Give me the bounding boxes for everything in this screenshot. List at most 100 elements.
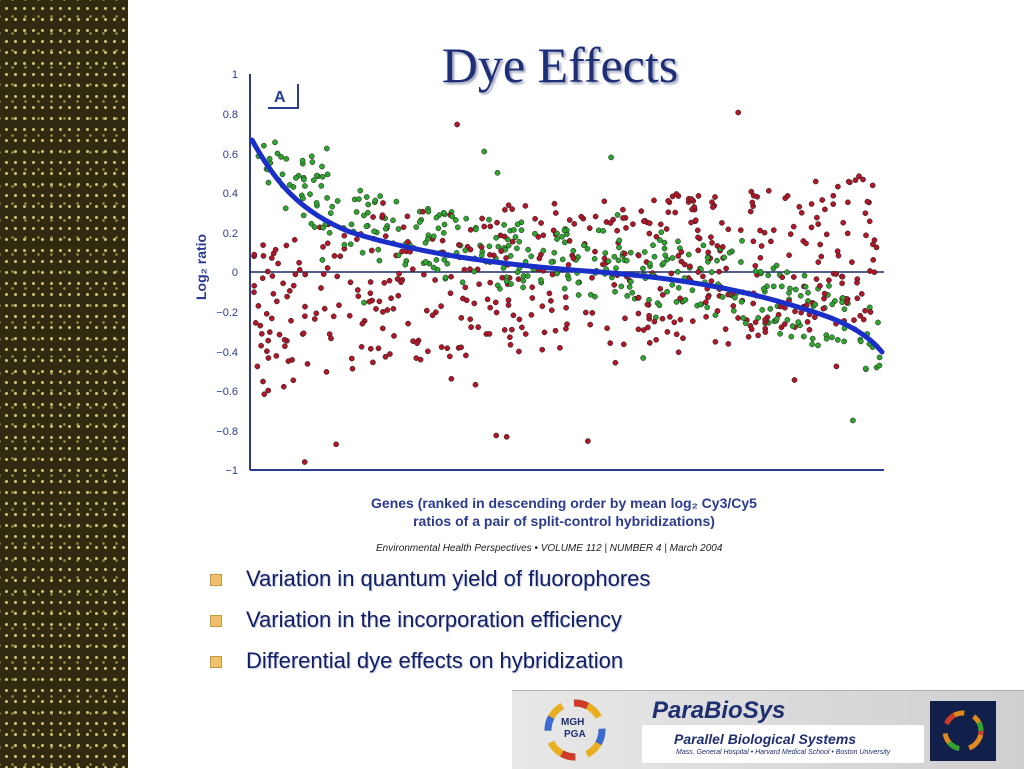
scatter-point-red xyxy=(750,238,757,245)
scatter-point-green xyxy=(425,208,432,215)
scatter-point-green xyxy=(674,268,681,275)
scatter-point-red xyxy=(348,355,355,362)
scatter-point-green xyxy=(341,241,348,248)
scatter-point-red xyxy=(778,324,785,331)
scatter-point-red xyxy=(871,237,878,243)
scatter-point-red xyxy=(611,282,618,288)
scatter-point-green xyxy=(416,219,423,225)
scatter-point-red xyxy=(748,188,755,195)
scatter-point-green xyxy=(866,304,873,311)
scatter-point-green xyxy=(452,217,459,223)
scatter-point-red xyxy=(748,326,755,333)
scatter-point-green xyxy=(759,307,766,313)
scatter-point-red xyxy=(866,218,873,225)
parabiosys-banner: MGH PGA ParaBioSys Parallel Biological S… xyxy=(512,690,1024,769)
scatter-point-red xyxy=(320,271,327,277)
scatter-point-red xyxy=(463,297,470,304)
scatter-point-red xyxy=(432,277,438,283)
scatter-point-green xyxy=(787,285,793,292)
scatter-point-red xyxy=(265,355,272,361)
scatter-point-green xyxy=(565,275,572,282)
scatter-point-red xyxy=(675,253,682,259)
scatter-point-green xyxy=(640,355,647,361)
scatter-point-red xyxy=(854,295,861,302)
scatter-point-green xyxy=(540,247,547,254)
scatter-point-red xyxy=(833,271,840,277)
scatter-point-green xyxy=(311,224,318,230)
scatter-point-red xyxy=(260,378,266,385)
scatter-point-green xyxy=(839,299,845,306)
bullet-text: Variation in the incorporation efficienc… xyxy=(246,607,622,632)
scatter-point-red xyxy=(375,345,382,352)
scatter-point-green xyxy=(326,229,333,236)
scatter-point-red xyxy=(404,213,411,220)
scatter-point-red xyxy=(705,294,711,301)
scatter-point-red xyxy=(493,432,500,439)
scatter-point-green xyxy=(371,228,377,235)
scatter-point-red xyxy=(448,273,454,280)
scatter-point-red xyxy=(826,277,832,284)
scatter-point-green xyxy=(462,247,469,254)
scatter-point-red xyxy=(755,332,761,339)
scatter-point-red xyxy=(255,303,262,309)
scatter-point-red xyxy=(251,289,257,296)
scatter-point-red xyxy=(516,348,522,355)
scatter-point-red xyxy=(509,206,516,212)
scatter-point-green xyxy=(647,260,653,267)
scatter-point-green xyxy=(505,242,512,249)
scatter-point-red xyxy=(304,361,311,367)
scatter-point-red xyxy=(366,298,373,305)
scatter-point-green xyxy=(361,299,367,306)
scatter-point-red xyxy=(725,226,732,233)
brand-name: ParaBioSys xyxy=(652,697,786,724)
scatter-point-green xyxy=(308,153,315,160)
scatter-point-green xyxy=(778,283,785,290)
scatter-point-green xyxy=(719,294,726,300)
scatter-point-red xyxy=(677,316,684,323)
scatter-point-red xyxy=(493,309,500,316)
scatter-point-red xyxy=(290,377,297,384)
scatter-point-green xyxy=(372,197,379,204)
scatter-point-red xyxy=(673,331,680,338)
scatter-point-red xyxy=(330,313,337,320)
scatter-point-green xyxy=(730,307,737,314)
scatter-point-red xyxy=(806,326,813,333)
scatter-point-red xyxy=(646,220,653,227)
scatter-point-green xyxy=(650,242,656,249)
scatter-point-red xyxy=(678,249,685,255)
y-tick-label: 0.8 xyxy=(223,109,238,121)
scatter-point-green xyxy=(792,286,799,293)
scatter-point-green xyxy=(561,227,568,234)
scatter-point-green xyxy=(554,236,560,242)
scatter-point-red xyxy=(311,316,318,322)
scatter-point-red xyxy=(320,244,326,250)
scatter-point-red xyxy=(787,231,794,237)
scatter-point-red xyxy=(804,319,811,325)
scatter-point-red xyxy=(501,233,508,240)
scatter-point-red xyxy=(688,196,695,202)
scatter-point-red xyxy=(819,197,826,203)
scatter-point-red xyxy=(844,230,851,237)
scatter-point-red xyxy=(691,204,698,210)
y-tick-label: 0.6 xyxy=(223,149,238,161)
scatter-point-green xyxy=(433,214,440,221)
scatter-point-green xyxy=(616,244,622,251)
scatter-point-green xyxy=(809,335,816,342)
scatter-point-red xyxy=(703,313,709,320)
scatter-point-red xyxy=(529,295,536,301)
scatter-point-red xyxy=(833,363,840,370)
scatter-point-red xyxy=(867,309,874,315)
scatter-point-red xyxy=(380,200,386,206)
scatter-point-green xyxy=(512,234,519,240)
scatter-point-red xyxy=(621,250,628,257)
scatter-point-green xyxy=(629,289,636,296)
scatter-point-green xyxy=(440,230,447,236)
scatter-point-green xyxy=(760,285,767,292)
scatter-point-red xyxy=(552,210,559,216)
y-tick-label: 0.4 xyxy=(223,188,238,200)
scatter-point-red xyxy=(709,239,715,246)
scatter-point-red xyxy=(413,355,420,361)
scatter-point-red xyxy=(860,176,866,183)
scatter-point-green xyxy=(471,268,478,275)
scatter-point-red xyxy=(665,197,671,204)
